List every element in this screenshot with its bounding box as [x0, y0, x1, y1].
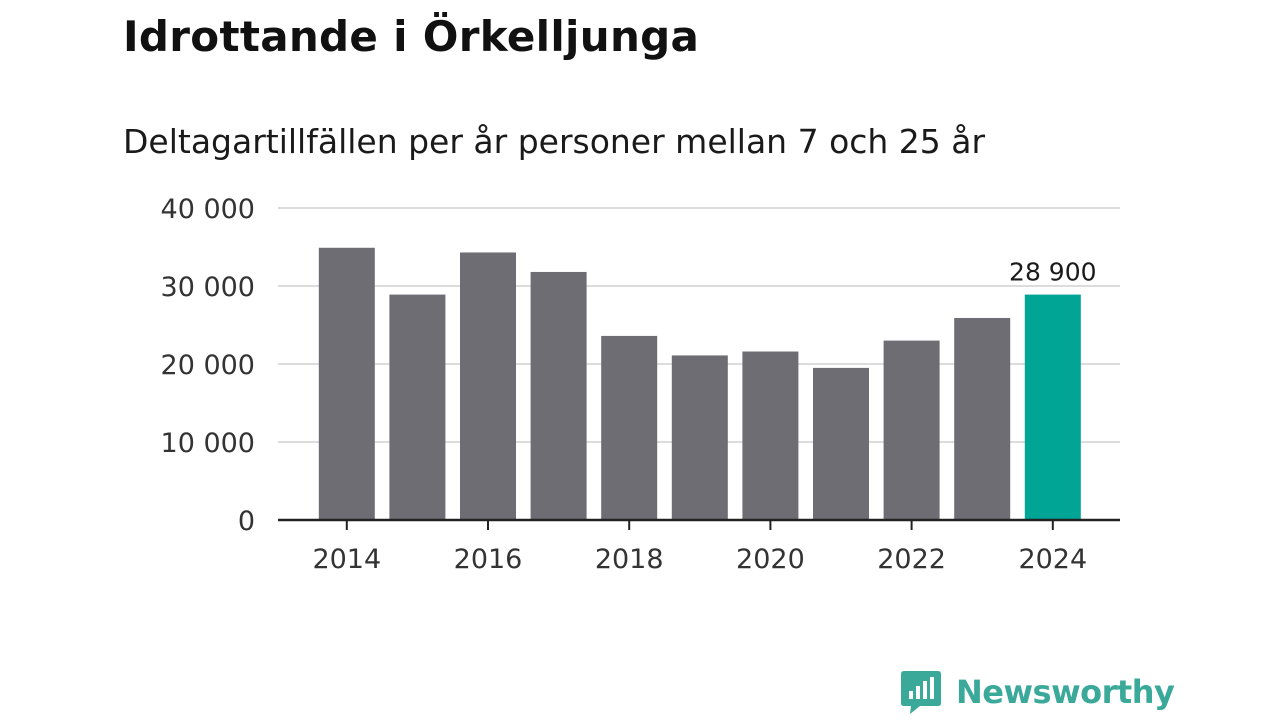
brand-name: Newsworthy: [956, 673, 1175, 711]
y-tick-label: 0: [238, 506, 255, 537]
x-tick-label: 2022: [877, 544, 946, 575]
data-label-2024: 28 900: [1009, 258, 1096, 287]
y-tick-label: 40 000: [161, 194, 255, 225]
chart-subtitle: Deltagartillfällen per år personer mella…: [123, 122, 986, 161]
bar-2017: [530, 271, 587, 520]
bars: [318, 247, 1081, 520]
y-tick-label: 20 000: [161, 350, 255, 381]
x-tick-label: 2016: [454, 544, 523, 575]
bar-2020: [742, 351, 799, 520]
x-tick-label: 2024: [1018, 544, 1087, 575]
bar-2024: [1024, 294, 1081, 520]
bar-2016: [460, 252, 516, 520]
bar-2022: [883, 340, 940, 520]
newsworthy-logo-icon: [901, 671, 941, 714]
axes: [278, 518, 1120, 530]
x-tick-label: 2020: [736, 544, 805, 575]
bar-2018: [601, 335, 658, 520]
y-tick-label: 30 000: [161, 272, 255, 303]
bar-2015: [389, 294, 446, 520]
bar-2019: [671, 355, 728, 520]
bar-2014: [318, 247, 375, 520]
brand-logo: Newsworthy: [900, 668, 1175, 716]
x-tick-label: 2018: [595, 544, 664, 575]
labels: 0 10 000 20 000 30 000 40 000 28 900 2014 2016 2…: [161, 194, 1097, 575]
y-tick-label: 10 000: [161, 428, 255, 459]
bar-2021: [813, 367, 869, 520]
chart-title: Idrottande i Örkelljunga: [123, 12, 700, 61]
x-tick-label: 2014: [312, 544, 381, 575]
bar-2023: [954, 317, 1011, 520]
